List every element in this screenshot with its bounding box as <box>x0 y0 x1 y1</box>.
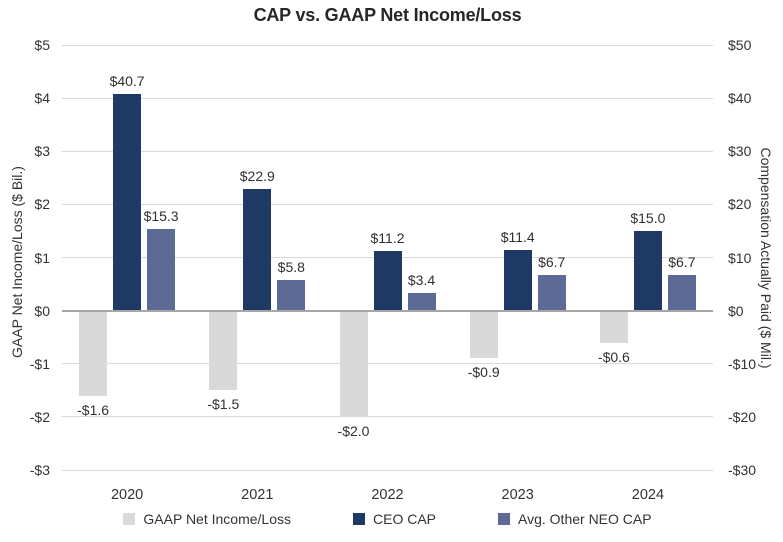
gridline <box>62 416 713 418</box>
gridline <box>62 44 713 46</box>
right-axis-tick: $20 <box>728 196 752 213</box>
data-label-avg-other-neo-cap: $5.8 <box>277 258 305 275</box>
data-label-avg-other-neo-cap: $6.7 <box>538 254 566 271</box>
data-label-ceo-cap: $22.9 <box>239 167 275 184</box>
data-label-avg-other-neo-cap: $6.7 <box>668 254 696 271</box>
data-label-ceo-cap: $40.7 <box>109 73 145 90</box>
bar-avg-other-neo-cap <box>667 275 696 311</box>
data-label-gaap-net-income-loss: -$0.9 <box>467 364 500 381</box>
gridline <box>62 97 713 99</box>
bar-ceo-cap <box>633 230 662 311</box>
bar-avg-other-neo-cap <box>537 275 566 311</box>
left-axis-tick: $4 <box>34 90 50 107</box>
chart-title: CAP vs. GAAP Net Income/Loss <box>253 5 522 25</box>
data-label-gaap-net-income-loss: -$0.6 <box>597 348 630 365</box>
legend-item-gaap-net-income-loss: GAAP Net Income/Loss <box>123 511 291 527</box>
gridline <box>62 363 713 365</box>
bar-ceo-cap <box>373 251 402 311</box>
left-axis-tick: $0 <box>34 302 50 319</box>
right-axis-tick: $50 <box>728 37 752 53</box>
x-axis-label: 2024 <box>631 487 665 503</box>
left-axis-tick: $2 <box>34 196 50 213</box>
legend: GAAP Net Income/Loss CEO CAP Avg. Other NE… <box>62 511 713 527</box>
bar-gaap-net-income-loss <box>469 310 498 359</box>
right-axis-tick: -$10 <box>728 355 757 372</box>
x-axis-label: 2021 <box>241 487 274 503</box>
bar-ceo-cap <box>503 250 532 311</box>
left-axis-tick: -$2 <box>29 408 50 425</box>
left-axis-tick: -$3 <box>29 462 50 478</box>
data-label-avg-other-neo-cap: $15.3 <box>143 208 179 225</box>
right-axis-tick: $10 <box>728 249 752 266</box>
legend-label: Avg. Other NEO CAP <box>518 511 652 527</box>
right-axis-tick: -$30 <box>728 462 757 478</box>
right-axis-tick: $0 <box>728 302 744 319</box>
x-axis-label: 2023 <box>501 487 534 503</box>
data-label-ceo-cap: $11.4 <box>500 229 535 246</box>
bar-avg-other-neo-cap <box>147 229 176 311</box>
data-label-gaap-net-income-loss: -$1.5 <box>207 396 240 413</box>
zero-axis-line <box>62 309 713 312</box>
bar-gaap-net-income-loss <box>339 310 368 417</box>
left-axis-tick: -$1 <box>29 355 50 372</box>
bar-ceo-cap <box>243 188 272 311</box>
left-axis-tick: $1 <box>34 249 50 266</box>
legend-label: CEO CAP <box>373 511 437 527</box>
legend-item-ceo-cap: CEO CAP <box>353 511 436 527</box>
x-axis-label: 2020 <box>110 487 144 503</box>
bar-gaap-net-income-loss <box>79 310 108 396</box>
bar-gaap-net-income-loss <box>209 310 238 391</box>
x-axis-label: 2022 <box>371 487 404 503</box>
left-axis-tick: $3 <box>34 143 50 160</box>
data-label-ceo-cap: $15.0 <box>630 209 666 226</box>
bar-ceo-cap <box>113 94 142 311</box>
left-axis-tick: $5 <box>34 37 50 53</box>
gridline <box>62 469 713 471</box>
legend-swatch-ceo-cap <box>353 513 365 525</box>
data-label-avg-other-neo-cap: $3.4 <box>407 271 436 288</box>
bar-avg-other-neo-cap <box>407 292 436 311</box>
bar-gaap-net-income-loss <box>599 310 628 343</box>
legend-swatch-avg-other-neo-cap <box>498 513 511 525</box>
right-axis-tick: $30 <box>728 143 752 160</box>
right-axis-tick: $40 <box>728 90 752 107</box>
gridline <box>62 203 713 205</box>
data-label-ceo-cap: $11.2 <box>370 230 405 247</box>
legend-swatch-gaap-net-income-loss <box>123 513 136 525</box>
bar-avg-other-neo-cap <box>277 279 306 311</box>
gridline <box>62 150 713 152</box>
data-label-gaap-net-income-loss: -$2.0 <box>337 422 370 439</box>
legend-item-avg-other-neo-cap: Avg. Other NEO CAP <box>498 511 652 527</box>
legend-label: GAAP Net Income/Loss <box>143 511 291 527</box>
right-axis-tick: -$20 <box>728 408 757 425</box>
data-label-gaap-net-income-loss: -$1.6 <box>77 401 110 418</box>
